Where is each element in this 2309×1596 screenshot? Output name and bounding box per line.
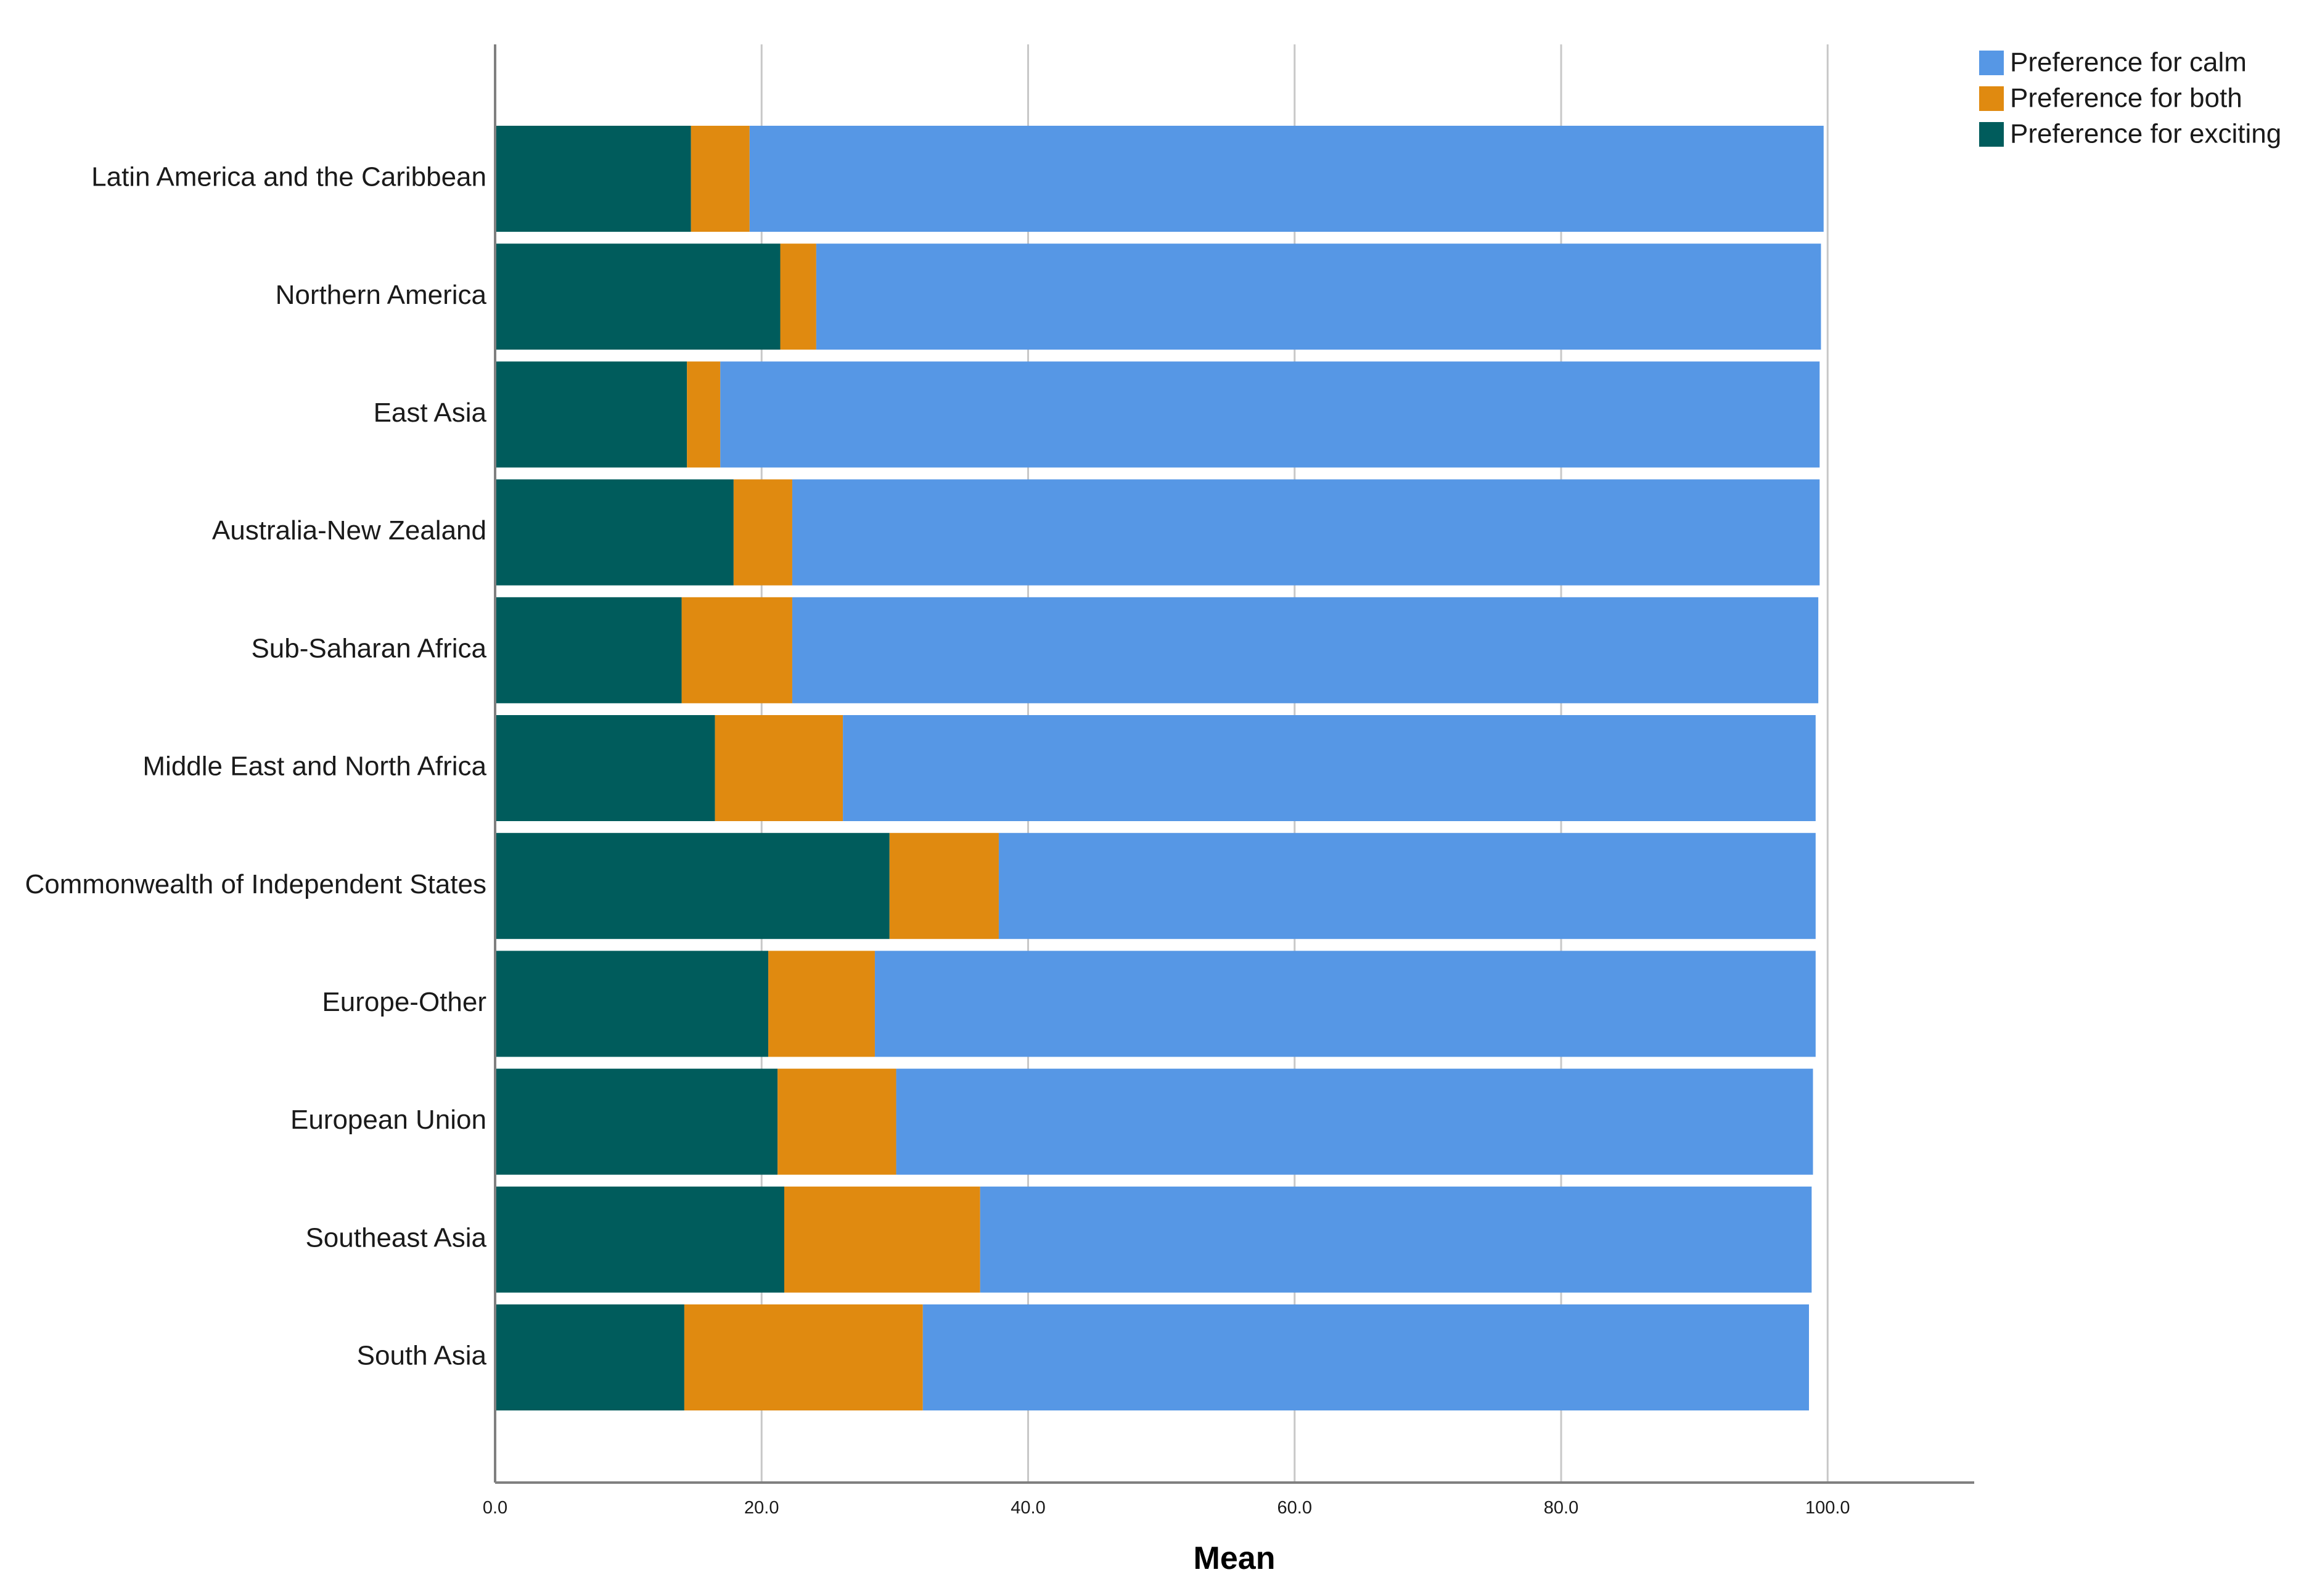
category-label: Middle East and North Africa — [142, 751, 486, 782]
bar-segment-preference-for-both — [715, 715, 843, 821]
bar-segment-preference-for-calm — [843, 715, 1816, 821]
bar-segment-preference-for-both — [681, 597, 792, 703]
bar-segment-preference-for-calm — [922, 1304, 1810, 1410]
bar-segment-preference-for-calm — [749, 126, 1824, 232]
bar-segment-preference-for-calm — [792, 597, 1819, 703]
category-label: South Asia — [357, 1341, 487, 1371]
legend-swatch — [1979, 51, 2004, 75]
bar-segment-preference-for-calm — [896, 1068, 1813, 1175]
bar-segment-preference-for-exciting — [495, 1186, 784, 1293]
category-label: Australia-New Zealand — [212, 515, 486, 546]
category-label: Europe-Other — [322, 987, 486, 1017]
bar-segment-preference-for-calm — [980, 1186, 1812, 1293]
bar-segment-preference-for-exciting — [495, 597, 682, 703]
bar-segment-preference-for-exciting — [495, 243, 781, 350]
axes — [494, 44, 1974, 1484]
category-label: European Union — [290, 1105, 486, 1135]
x-tick-label: 20.0 — [744, 1498, 779, 1518]
bar-segment-preference-for-exciting — [495, 833, 890, 939]
x-tick-label: 0.0 — [483, 1498, 507, 1518]
x-tick-label: 80.0 — [1544, 1498, 1578, 1518]
legend-swatch — [1979, 122, 2004, 147]
bar-segment-preference-for-both — [777, 1068, 896, 1175]
legend: Preference for calm Preference for both Pr… — [1979, 47, 2281, 149]
category-label: Commonwealth of Independent States — [25, 869, 486, 899]
bar-segment-preference-for-exciting — [495, 1068, 778, 1175]
x-tick-labels: 0.0 20.0 40.0 60.0 80.0 100.0 — [483, 1498, 1850, 1518]
bar-segment-preference-for-both — [889, 833, 999, 939]
category-label: Northern America — [276, 280, 487, 310]
x-axis-title: Mean — [1194, 1541, 1276, 1576]
bar-segment-preference-for-calm — [720, 361, 1820, 468]
bar-segment-preference-for-calm — [874, 951, 1816, 1057]
x-tick-label: 60.0 — [1278, 1498, 1312, 1518]
bar-segment-preference-for-calm — [998, 833, 1816, 939]
bar-segment-preference-for-exciting — [495, 126, 691, 232]
bar-segment-preference-for-both — [687, 361, 721, 468]
category-labels: Latin America and the Caribbean Northern … — [25, 162, 487, 1371]
bar-segment-preference-for-exciting — [495, 361, 687, 468]
x-tick-label: 100.0 — [1805, 1498, 1850, 1518]
bar-segment-preference-for-exciting — [495, 715, 715, 821]
legend-label: Preference for both — [2010, 83, 2242, 113]
bar-segment-preference-for-exciting — [495, 951, 769, 1057]
bar-segment-preference-for-both — [780, 243, 816, 350]
legend-swatch — [1979, 86, 2004, 111]
bar-segment-preference-for-both — [768, 951, 875, 1057]
category-label: East Asia — [374, 398, 487, 428]
category-label: Southeast Asia — [305, 1222, 486, 1253]
category-label: Sub-Saharan Africa — [251, 633, 486, 663]
legend-label: Preference for calm — [2010, 47, 2247, 78]
category-label: Latin America and the Caribbean — [91, 162, 486, 192]
bar-segment-preference-for-both — [691, 126, 750, 232]
bar-segment-preference-for-exciting — [495, 1304, 684, 1410]
bar-segment-preference-for-calm — [816, 243, 1821, 350]
legend-label: Preference for exciting — [2010, 119, 2281, 149]
bar-segment-preference-for-both — [784, 1186, 980, 1293]
bar-segment-preference-for-calm — [792, 479, 1820, 586]
bar-segment-preference-for-exciting — [495, 479, 734, 586]
bars — [495, 126, 1824, 1410]
x-tick-label: 40.0 — [1011, 1498, 1045, 1518]
bar-segment-preference-for-both — [684, 1304, 923, 1410]
bar-segment-preference-for-both — [733, 479, 792, 586]
